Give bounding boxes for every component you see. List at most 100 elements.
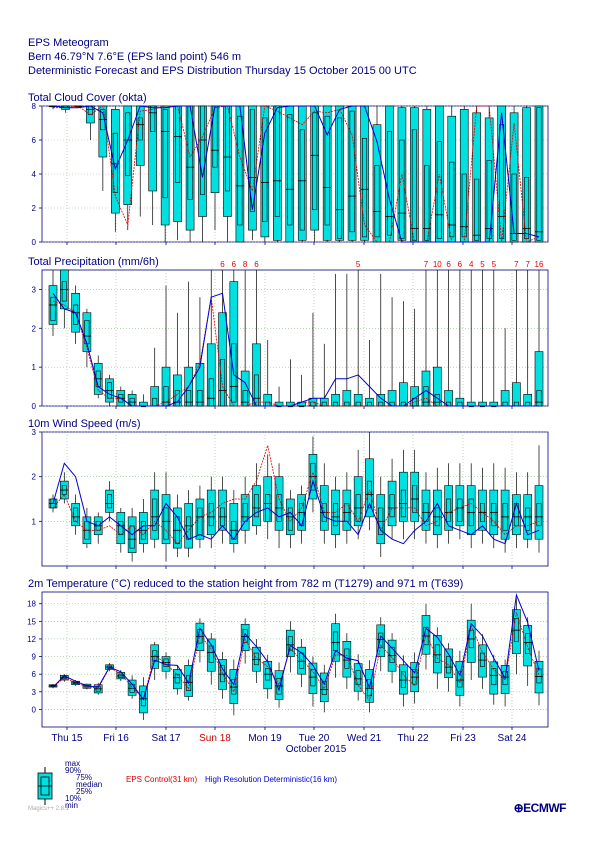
ytick-label: 15 — [27, 617, 36, 626]
box-temp — [353, 654, 363, 701]
box-inner — [434, 394, 440, 407]
box-outer — [466, 401, 476, 407]
box-temp — [184, 659, 193, 701]
box-outer — [489, 401, 499, 407]
box-inner — [253, 374, 259, 407]
box-wind — [105, 481, 114, 522]
box-precip — [319, 343, 329, 407]
box-inner — [312, 112, 318, 211]
clip-label: 6 — [446, 260, 451, 269]
day-label: Sun 18 — [199, 733, 231, 744]
box-cloud — [185, 105, 195, 242]
box-wind — [489, 463, 499, 549]
box-cloud — [422, 106, 432, 243]
clip-label: 10 — [433, 260, 442, 269]
legend-label-max: max — [65, 759, 81, 768]
clip-label: 4 — [469, 260, 474, 269]
box-precip — [331, 273, 340, 407]
box-cloud — [98, 105, 108, 191]
box-precip — [71, 285, 80, 344]
box-inner — [299, 503, 305, 527]
box-wind — [342, 472, 352, 544]
box-precip — [116, 386, 126, 407]
box-wind — [286, 490, 295, 549]
box-temp — [421, 603, 431, 670]
box-inner — [423, 386, 429, 407]
box-temp — [161, 652, 171, 679]
box-inner — [337, 117, 343, 239]
box-inner — [262, 117, 268, 222]
legend-label-min: min — [65, 801, 78, 810]
series-hres-cloud — [52, 105, 540, 243]
box-wind — [116, 507, 126, 553]
ytick-label: 3 — [32, 285, 37, 294]
day-label: Wed 21 — [347, 733, 382, 744]
panel-frame-temp — [41, 591, 549, 728]
box-inner — [499, 124, 505, 239]
box-wind — [218, 476, 227, 544]
box-wind — [455, 463, 465, 540]
box-inner — [355, 401, 361, 407]
ytick-label: 3 — [32, 428, 37, 437]
box-inner — [287, 636, 293, 651]
box-temp — [206, 633, 216, 685]
box-cloud — [497, 105, 506, 243]
box-precip — [173, 312, 182, 407]
series-hres-precip — [52, 292, 539, 407]
box-temp — [455, 650, 465, 707]
box-cloud — [135, 105, 145, 217]
clip-label: 6 — [458, 260, 463, 269]
box-temp — [478, 634, 487, 689]
box-outer — [478, 401, 487, 407]
box-wind — [523, 472, 532, 549]
box-precip — [455, 270, 465, 407]
box-inner — [265, 401, 271, 407]
box-inner — [253, 494, 259, 518]
box-cloud — [522, 106, 531, 243]
box-precip — [274, 386, 284, 408]
box-cloud — [447, 106, 457, 243]
panel-cloud: Total Cloud Cover (okta) 0 2 4 6 8 — [28, 92, 549, 247]
box-temp — [399, 655, 408, 707]
box-inner — [324, 115, 330, 226]
box-cloud — [285, 105, 295, 243]
box-temp — [150, 641, 160, 681]
box-precip — [466, 270, 476, 408]
box-precip — [478, 270, 487, 408]
box-precip — [161, 285, 171, 407]
ytick-label: 6 — [32, 136, 37, 145]
box-precip — [150, 347, 160, 407]
box-wind — [297, 485, 306, 544]
panel-title-precip: Total Precipitation (mm/6h) — [28, 256, 159, 268]
box-wind — [399, 449, 408, 540]
box-wind — [240, 476, 250, 544]
box-inner — [187, 105, 193, 200]
box-precip — [410, 308, 419, 407]
box-inner — [242, 503, 248, 522]
box-precip — [60, 269, 69, 329]
box-wind — [184, 490, 193, 558]
day-label: Mon 19 — [248, 733, 282, 744]
box-temp — [410, 652, 419, 704]
box-inner — [362, 138, 368, 238]
box-inner — [129, 525, 135, 549]
box-inner — [491, 668, 497, 686]
box-precip — [218, 270, 227, 407]
box-inner — [118, 521, 124, 536]
box-cloud — [198, 105, 207, 242]
box-inner — [333, 401, 339, 407]
box-inner — [208, 378, 214, 407]
box-wind — [150, 472, 160, 549]
ytick-label: 12 — [27, 635, 36, 644]
box-precip — [376, 273, 386, 407]
box-inner — [287, 114, 293, 226]
box-inner — [220, 359, 226, 407]
box-wind — [60, 472, 69, 504]
box-inner — [457, 401, 463, 407]
panel-title-wind: 10m Wind Speed (m/s) — [28, 418, 140, 430]
box-temp — [297, 638, 306, 688]
box-cloud — [297, 105, 307, 242]
legend-box-icon — [37, 767, 53, 805]
header-line-3: Deterministic Forecast and EPS Distribut… — [28, 65, 417, 77]
series-control-precip — [52, 297, 539, 407]
